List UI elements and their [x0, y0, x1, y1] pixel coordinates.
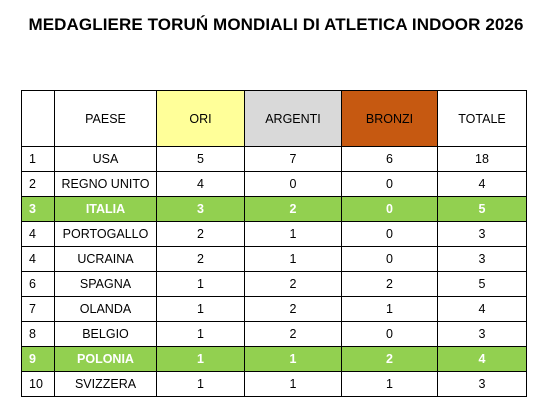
cell-gold: 5 [156, 146, 245, 172]
cell-bronze: 1 [341, 371, 438, 397]
header-total: TOTALE [437, 90, 527, 147]
cell-bronze: 0 [341, 221, 438, 247]
cell-silver: 1 [244, 246, 342, 272]
table-row: 1 USA 5 7 6 18 [21, 146, 527, 172]
cell-bronze: 0 [341, 196, 438, 222]
table-row: 10 SVIZZERA 1 1 1 3 [21, 371, 527, 397]
page-title: MEDAGLIERE TORUŃ MONDIALI DI ATLETICA IN… [28, 15, 524, 34]
cell-silver: 1 [244, 371, 342, 397]
cell-silver: 2 [244, 296, 342, 322]
cell-position: 6 [21, 271, 55, 297]
table-row: 3 ITALIA 3 2 0 5 [21, 196, 527, 222]
cell-silver: 7 [244, 146, 342, 172]
cell-total: 4 [437, 296, 527, 322]
cell-silver: 0 [244, 171, 342, 197]
medal-table: PAESE ORI ARGENTI BRONZI TOTALE 1 USA 5 7 6 1… [21, 90, 527, 397]
header-position [21, 90, 55, 147]
cell-silver: 1 [244, 221, 342, 247]
header-silver: ARGENTI [244, 90, 342, 147]
cell-gold: 1 [156, 346, 245, 372]
table-row: 4 UCRAINA 2 1 0 3 [21, 246, 527, 272]
cell-total: 3 [437, 321, 527, 347]
cell-silver: 2 [244, 271, 342, 297]
cell-country: SVIZZERA [54, 371, 157, 397]
cell-bronze: 0 [341, 171, 438, 197]
cell-total: 4 [437, 346, 527, 372]
cell-position: 3 [21, 196, 55, 222]
table-row: 2 REGNO UNITO 4 0 0 4 [21, 171, 527, 197]
cell-country: ITALIA [54, 196, 157, 222]
cell-silver: 2 [244, 196, 342, 222]
cell-gold: 2 [156, 246, 245, 272]
cell-country: UCRAINA [54, 246, 157, 272]
cell-gold: 1 [156, 371, 245, 397]
cell-gold: 1 [156, 321, 245, 347]
cell-position: 10 [21, 371, 55, 397]
cell-silver: 1 [244, 346, 342, 372]
cell-silver: 2 [244, 321, 342, 347]
cell-position: 7 [21, 296, 55, 322]
cell-position: 1 [21, 146, 55, 172]
cell-bronze: 2 [341, 346, 438, 372]
cell-gold: 3 [156, 196, 245, 222]
cell-country: PORTOGALLO [54, 221, 157, 247]
cell-country: POLONIA [54, 346, 157, 372]
cell-bronze: 1 [341, 296, 438, 322]
header-row: PAESE ORI ARGENTI BRONZI TOTALE [21, 90, 527, 147]
cell-bronze: 2 [341, 271, 438, 297]
cell-position: 8 [21, 321, 55, 347]
cell-total: 4 [437, 171, 527, 197]
cell-bronze: 6 [341, 146, 438, 172]
cell-bronze: 0 [341, 246, 438, 272]
table-row: 4 PORTOGALLO 2 1 0 3 [21, 221, 527, 247]
cell-gold: 1 [156, 296, 245, 322]
cell-country: SPAGNA [54, 271, 157, 297]
cell-total: 3 [437, 221, 527, 247]
cell-gold: 2 [156, 221, 245, 247]
table-row: 7 OLANDA 1 2 1 4 [21, 296, 527, 322]
cell-gold: 4 [156, 171, 245, 197]
table-row: 9 POLONIA 1 1 2 4 [21, 346, 527, 372]
cell-position: 4 [21, 221, 55, 247]
header-gold: ORI [156, 90, 245, 147]
cell-total: 5 [437, 196, 527, 222]
cell-country: OLANDA [54, 296, 157, 322]
cell-country: BELGIO [54, 321, 157, 347]
cell-country: REGNO UNITO [54, 171, 157, 197]
cell-country: USA [54, 146, 157, 172]
table-row: 6 SPAGNA 1 2 2 5 [21, 271, 527, 297]
header-bronze: BRONZI [341, 90, 438, 147]
table-row: 8 BELGIO 1 2 0 3 [21, 321, 527, 347]
cell-position: 9 [21, 346, 55, 372]
cell-bronze: 0 [341, 321, 438, 347]
cell-total: 5 [437, 271, 527, 297]
cell-gold: 1 [156, 271, 245, 297]
header-country: PAESE [54, 90, 157, 147]
cell-position: 2 [21, 171, 55, 197]
cell-position: 4 [21, 246, 55, 272]
cell-total: 3 [437, 246, 527, 272]
cell-total: 3 [437, 371, 527, 397]
cell-total: 18 [437, 146, 527, 172]
